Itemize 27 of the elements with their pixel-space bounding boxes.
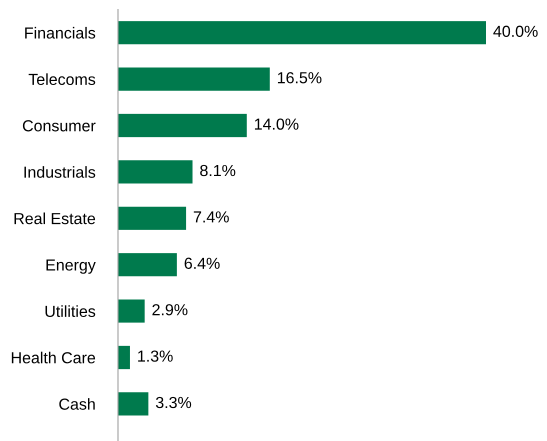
- bar: [118, 114, 247, 138]
- y-tick-label: Health Care: [12, 352, 96, 364]
- data-label: 14.0%: [254, 118, 298, 130]
- bar: [118, 160, 193, 184]
- y-tick-label: Real Estate: [14, 212, 96, 224]
- bar: [118, 67, 270, 91]
- data-label: 8.1%: [200, 164, 236, 176]
- y-tick-label: Consumer: [22, 120, 96, 132]
- bar: [118, 346, 130, 370]
- y-tick-label: Telecoms: [28, 73, 96, 86]
- y-tick-label: Cash: [59, 398, 95, 410]
- data-label: 40.0%: [493, 26, 538, 37]
- data-label: 16.5%: [278, 72, 322, 84]
- data-label: 7.4%: [194, 211, 229, 223]
- bar: [118, 392, 148, 416]
- data-label: 2.9%: [152, 304, 188, 316]
- bar: [118, 299, 145, 323]
- y-tick-label: Industrials: [24, 166, 96, 178]
- y-tick-label: Utilities: [46, 305, 96, 318]
- bar: [118, 206, 186, 230]
- y-tick-label: Financials: [25, 26, 96, 39]
- data-label: 3.3%: [156, 396, 192, 408]
- data-label: 6.4%: [184, 258, 220, 269]
- bar: [118, 21, 486, 44]
- bar: [118, 253, 177, 276]
- data-label: 1.3%: [138, 350, 173, 362]
- y-tick-label: Energy: [46, 259, 96, 274]
